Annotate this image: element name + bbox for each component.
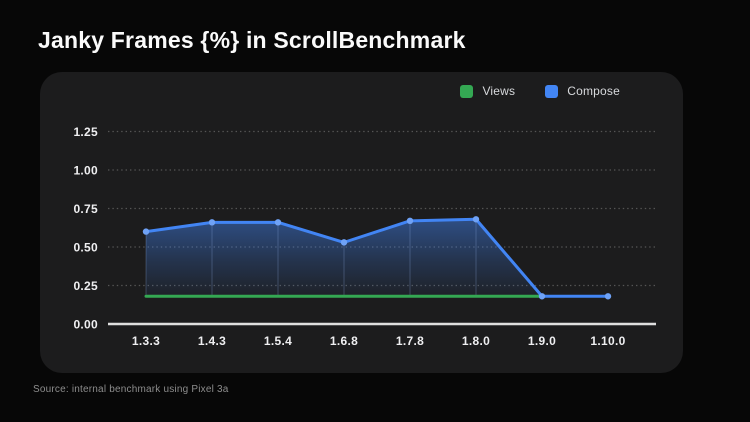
legend-item-views: Views	[460, 84, 515, 98]
y-tick-label: 1.25	[73, 125, 98, 139]
x-tick-label: 1.3.3	[132, 334, 160, 348]
legend-label-compose: Compose	[567, 84, 620, 98]
y-tick-label: 0.25	[73, 279, 98, 293]
compose-swatch-icon	[545, 84, 559, 98]
x-tick-label: 1.4.3	[198, 334, 226, 348]
y-tick-label: 0.00	[73, 318, 98, 332]
compose-marker	[538, 293, 546, 300]
y-tick-label: 0.75	[73, 202, 98, 216]
line-chart: 0.00 0.25 0.50 0.75 1.00 1.25 1.3.3 1.4.3 1.5.4 1…	[40, 72, 683, 373]
compose-line	[144, 217, 610, 298]
compose-marker	[340, 239, 348, 246]
x-tick-label: 1.9.0	[528, 334, 556, 348]
x-tick-label: 1.7.8	[396, 334, 424, 348]
x-tick-label: 1.5.4	[264, 334, 292, 348]
compose-marker	[604, 293, 612, 300]
x-tick-label: 1.10.0	[590, 334, 625, 348]
compose-marker	[142, 228, 150, 235]
x-tick-label: 1.8.0	[462, 334, 490, 348]
source-note: Source: internal benchmark using Pixel 3…	[33, 384, 229, 395]
chart-svg: 0.00 0.25 0.50 0.75 1.00 1.25 1.3.3 1.4.3 1.5.4 1…	[73, 125, 656, 348]
compose-marker	[208, 219, 216, 226]
page-title: Janky Frames {%} in ScrollBenchmark	[38, 27, 466, 53]
chart-card: 0.00 0.25 0.50 0.75 1.00 1.25 1.3.3 1.4.3 1.5.4 1…	[40, 72, 683, 373]
chart-legend: Views Compose	[460, 84, 620, 98]
y-tick-label: 1.00	[73, 164, 98, 178]
views-swatch-icon	[460, 84, 474, 98]
y-tick-label: 0.50	[73, 241, 98, 255]
compose-marker	[406, 217, 414, 225]
legend-label-views: Views	[482, 84, 516, 98]
compose-marker	[472, 216, 480, 223]
compose-marker	[274, 219, 282, 226]
x-tick-label: 1.6.8	[330, 334, 358, 348]
legend-item-compose: Compose	[545, 84, 620, 98]
